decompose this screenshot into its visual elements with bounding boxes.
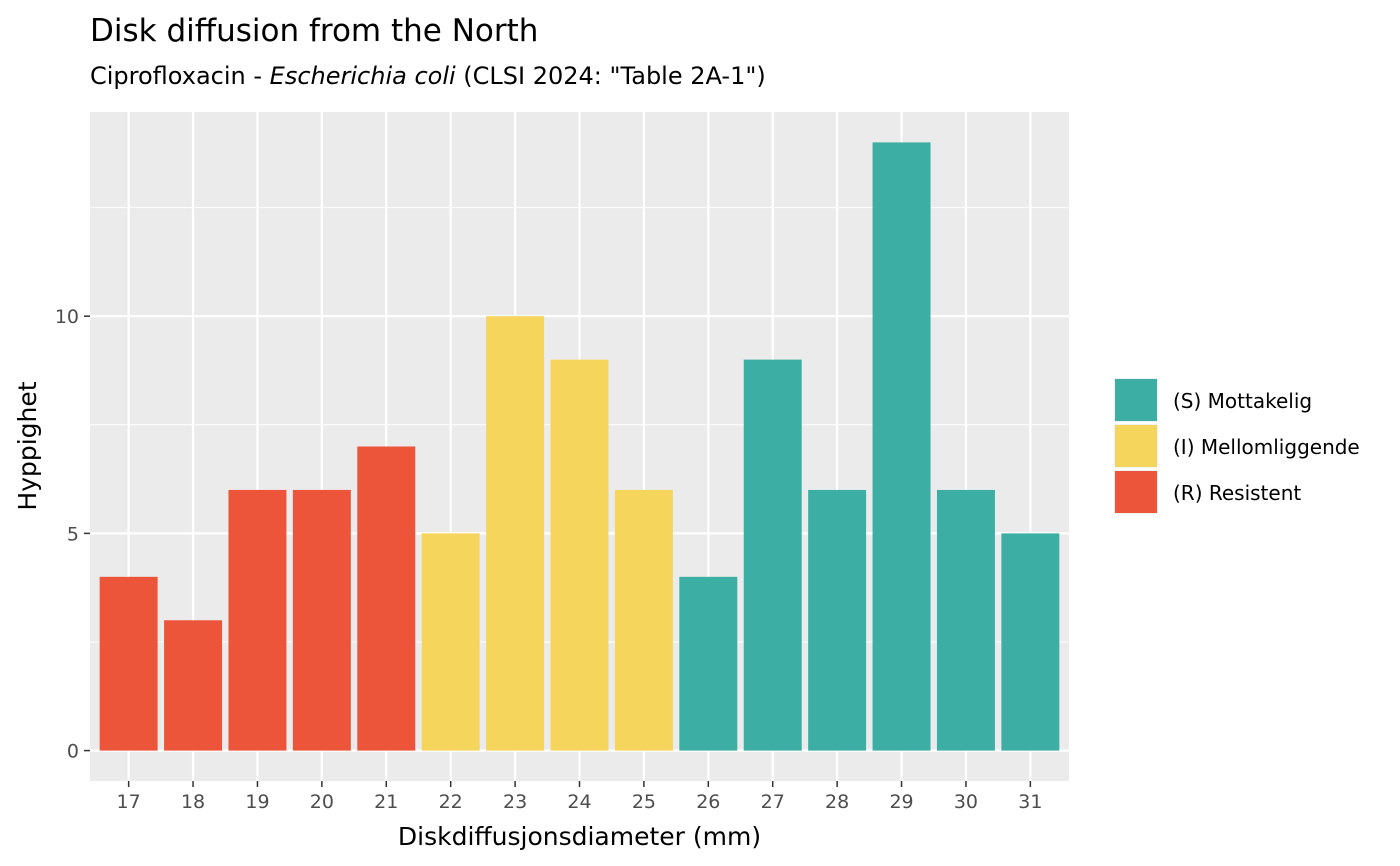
bar-25 [614, 489, 673, 751]
bar-22 [421, 533, 480, 751]
legend: (S) Mottakelig (I) Mellomliggende (R) Resi… [1114, 378, 1360, 514]
x-tick-label: 29 [889, 791, 913, 813]
bars [99, 142, 1060, 751]
bar-21 [357, 446, 416, 751]
x-tick-label: 23 [503, 791, 527, 813]
x-tick-label: 19 [245, 791, 269, 813]
bar-19 [228, 489, 287, 751]
legend-label-R: (R) Resistent [1173, 481, 1301, 505]
x-axis-title: Diskdiffusjonsdiameter (mm) [398, 822, 761, 851]
chart-title: Disk diffusion from the North [90, 13, 538, 49]
x-tick-label: 31 [1018, 791, 1042, 813]
x-tick-label: 17 [117, 791, 141, 813]
x-tick-label: 20 [310, 791, 334, 813]
y-axis-ticks: 0 5 10 [55, 306, 90, 763]
bar-17 [99, 576, 158, 751]
x-axis-ticks: 17 18 19 20 21 22 23 24 25 26 27 28 29 30 31 [117, 781, 1042, 813]
bar-26 [679, 576, 738, 751]
bar-20 [292, 489, 351, 751]
x-tick-label: 22 [439, 791, 463, 813]
x-tick-label: 18 [181, 791, 205, 813]
bar-28 [808, 489, 867, 751]
bar-27 [743, 359, 802, 751]
bar-24 [550, 359, 609, 751]
legend-swatch-S [1115, 379, 1157, 421]
x-tick-label: 24 [567, 791, 591, 813]
bar-31 [1001, 533, 1060, 751]
x-tick-label: 28 [825, 791, 849, 813]
y-axis-title: Hyppighet [13, 381, 42, 510]
y-tick-label: 10 [55, 306, 79, 328]
bar-30 [936, 489, 995, 751]
bar-29 [872, 142, 931, 751]
legend-swatch-R [1115, 471, 1157, 513]
x-tick-label: 21 [374, 791, 398, 813]
chart-subtitle: Ciprofloxacin - Escherichia coli (CLSI 2… [90, 62, 766, 90]
y-tick-label: 0 [67, 741, 79, 763]
bar-23 [486, 316, 545, 751]
legend-swatch-I [1115, 425, 1157, 467]
x-tick-label: 25 [632, 791, 656, 813]
x-tick-label: 30 [954, 791, 978, 813]
y-tick-label: 5 [67, 523, 79, 545]
x-tick-label: 27 [761, 791, 785, 813]
bar-18 [164, 620, 223, 751]
x-tick-label: 26 [696, 791, 720, 813]
legend-label-I: (I) Mellomliggende [1173, 435, 1360, 459]
legend-label-S: (S) Mottakelig [1173, 389, 1312, 413]
